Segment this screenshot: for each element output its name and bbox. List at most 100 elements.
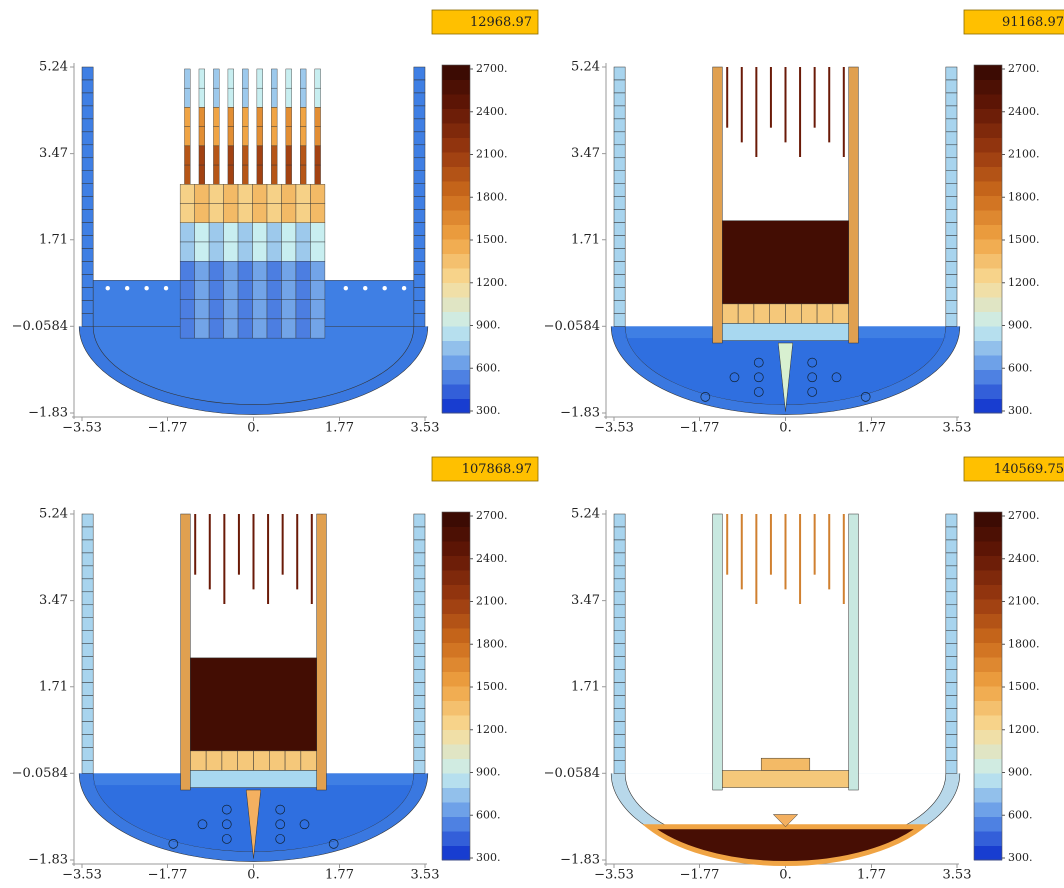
- core-cell: [224, 184, 238, 203]
- core-cell: [281, 242, 295, 261]
- core-cell: [209, 223, 223, 242]
- core-cell: [224, 300, 238, 319]
- colorbar-label: 2400.: [1008, 105, 1040, 118]
- colorbar-label: 2100.: [1008, 148, 1040, 161]
- colorbar: 300.600.900.1200.1500.1800.2100.2400.270…: [974, 509, 1040, 864]
- colorbar-label: 1200.: [476, 723, 508, 736]
- colorbar-step: [442, 715, 470, 730]
- vessel-wall: [82, 249, 93, 262]
- panel: 5.243.471.71−0.0584−1.83−3.53−1.770.1.77…: [12, 10, 538, 436]
- vessel-wall: [82, 67, 93, 80]
- vessel-wall: [82, 223, 93, 236]
- vessel-wall: [946, 514, 957, 527]
- colorbar-step: [442, 672, 470, 687]
- vessel-wall: [946, 670, 957, 683]
- core-cell: [180, 300, 194, 319]
- colorbar-step: [442, 788, 470, 803]
- colorbar-label: 2700.: [1008, 62, 1040, 75]
- core-cell: [267, 280, 281, 299]
- y-tick-label: 1.71: [39, 232, 68, 247]
- vessel-wall: [82, 210, 93, 223]
- vessel-wall: [946, 553, 957, 566]
- core-cell: [300, 69, 306, 88]
- bubble: [164, 286, 168, 290]
- core-cell: [300, 146, 306, 165]
- vessel-wall: [946, 223, 957, 236]
- vessel-wall: [946, 644, 957, 657]
- vessel-wall: [946, 540, 957, 553]
- figure: 5.243.471.71−0.0584−1.83−3.53−1.770.1.77…: [0, 0, 1064, 888]
- core-cell: [224, 261, 238, 280]
- colorbar-step: [974, 181, 1002, 196]
- core-cell: [195, 242, 209, 261]
- vessel-wall: [946, 300, 957, 313]
- x-tick-label: 3.53: [411, 421, 440, 436]
- colorbar-step: [974, 167, 1002, 182]
- core-cell: [253, 319, 267, 338]
- vessel-wall: [614, 709, 625, 722]
- core-cell: [253, 204, 267, 223]
- barrel: [849, 514, 859, 790]
- core-cell: [267, 300, 281, 319]
- vessel-wall: [414, 93, 425, 106]
- colorbar-step: [974, 123, 1002, 138]
- vessel-wall: [414, 300, 425, 313]
- colorbar-step: [974, 239, 1002, 254]
- vessel-wall: [614, 747, 625, 760]
- y-tick-label: 3.47: [571, 593, 600, 608]
- colorbar-step: [442, 123, 470, 138]
- support-plate: [190, 770, 316, 787]
- core-cell: [199, 127, 205, 146]
- core-cell: [213, 69, 219, 88]
- vessel-wall: [82, 300, 93, 313]
- vessel-wall: [82, 158, 93, 171]
- colorbar-label: 1800.: [1008, 637, 1040, 650]
- vessel-wall: [414, 275, 425, 288]
- core-cell: [195, 204, 209, 223]
- x-tick-label: −3.53: [62, 868, 102, 883]
- core-cell: [224, 319, 238, 338]
- y-tick-label: −0.0584: [544, 766, 600, 781]
- colorbar-label: 1500.: [1008, 233, 1040, 246]
- core-cell: [257, 146, 263, 165]
- core-cell: [242, 146, 248, 165]
- lower-core: [222, 751, 238, 771]
- core-cell: [296, 184, 310, 203]
- core-cell: [180, 204, 194, 223]
- core-cell: [310, 223, 324, 242]
- core-cell: [296, 242, 310, 261]
- colorbar-step: [442, 167, 470, 182]
- support-plate: [722, 770, 848, 787]
- x-tick-label: 1.77: [325, 868, 354, 883]
- colorbar-step: [442, 686, 470, 701]
- colorbar-step: [442, 512, 470, 527]
- y-tick-label: 3.47: [39, 146, 68, 161]
- colorbar-step: [974, 570, 1002, 585]
- x-tick-label: 0.: [779, 868, 791, 883]
- bubble: [106, 286, 110, 290]
- colorbar-step: [442, 210, 470, 225]
- core-cell: [209, 280, 223, 299]
- colorbar: 300.600.900.1200.1500.1800.2100.2400.270…: [974, 62, 1040, 417]
- y-tick-label: −0.0584: [12, 319, 68, 334]
- vessel-wall: [946, 734, 957, 747]
- core-cell: [281, 184, 295, 203]
- colorbar-label: 1200.: [476, 276, 508, 289]
- core-cell: [228, 69, 234, 88]
- vessel-wall: [82, 722, 93, 735]
- vessel-wall: [946, 197, 957, 210]
- core-cell: [281, 261, 295, 280]
- colorbar-step: [442, 225, 470, 240]
- remnant: [761, 758, 810, 770]
- vessel-wall: [614, 262, 625, 275]
- vessel-wall: [614, 300, 625, 313]
- colorbar-step: [442, 341, 470, 356]
- vessel-wall: [946, 527, 957, 540]
- core-cell: [281, 204, 295, 223]
- colorbar-step: [442, 831, 470, 846]
- vessel-wall: [82, 119, 93, 132]
- core-cell: [213, 107, 219, 126]
- colorbar-step: [974, 657, 1002, 672]
- vessel-wall: [414, 287, 425, 300]
- lower-core: [301, 751, 317, 771]
